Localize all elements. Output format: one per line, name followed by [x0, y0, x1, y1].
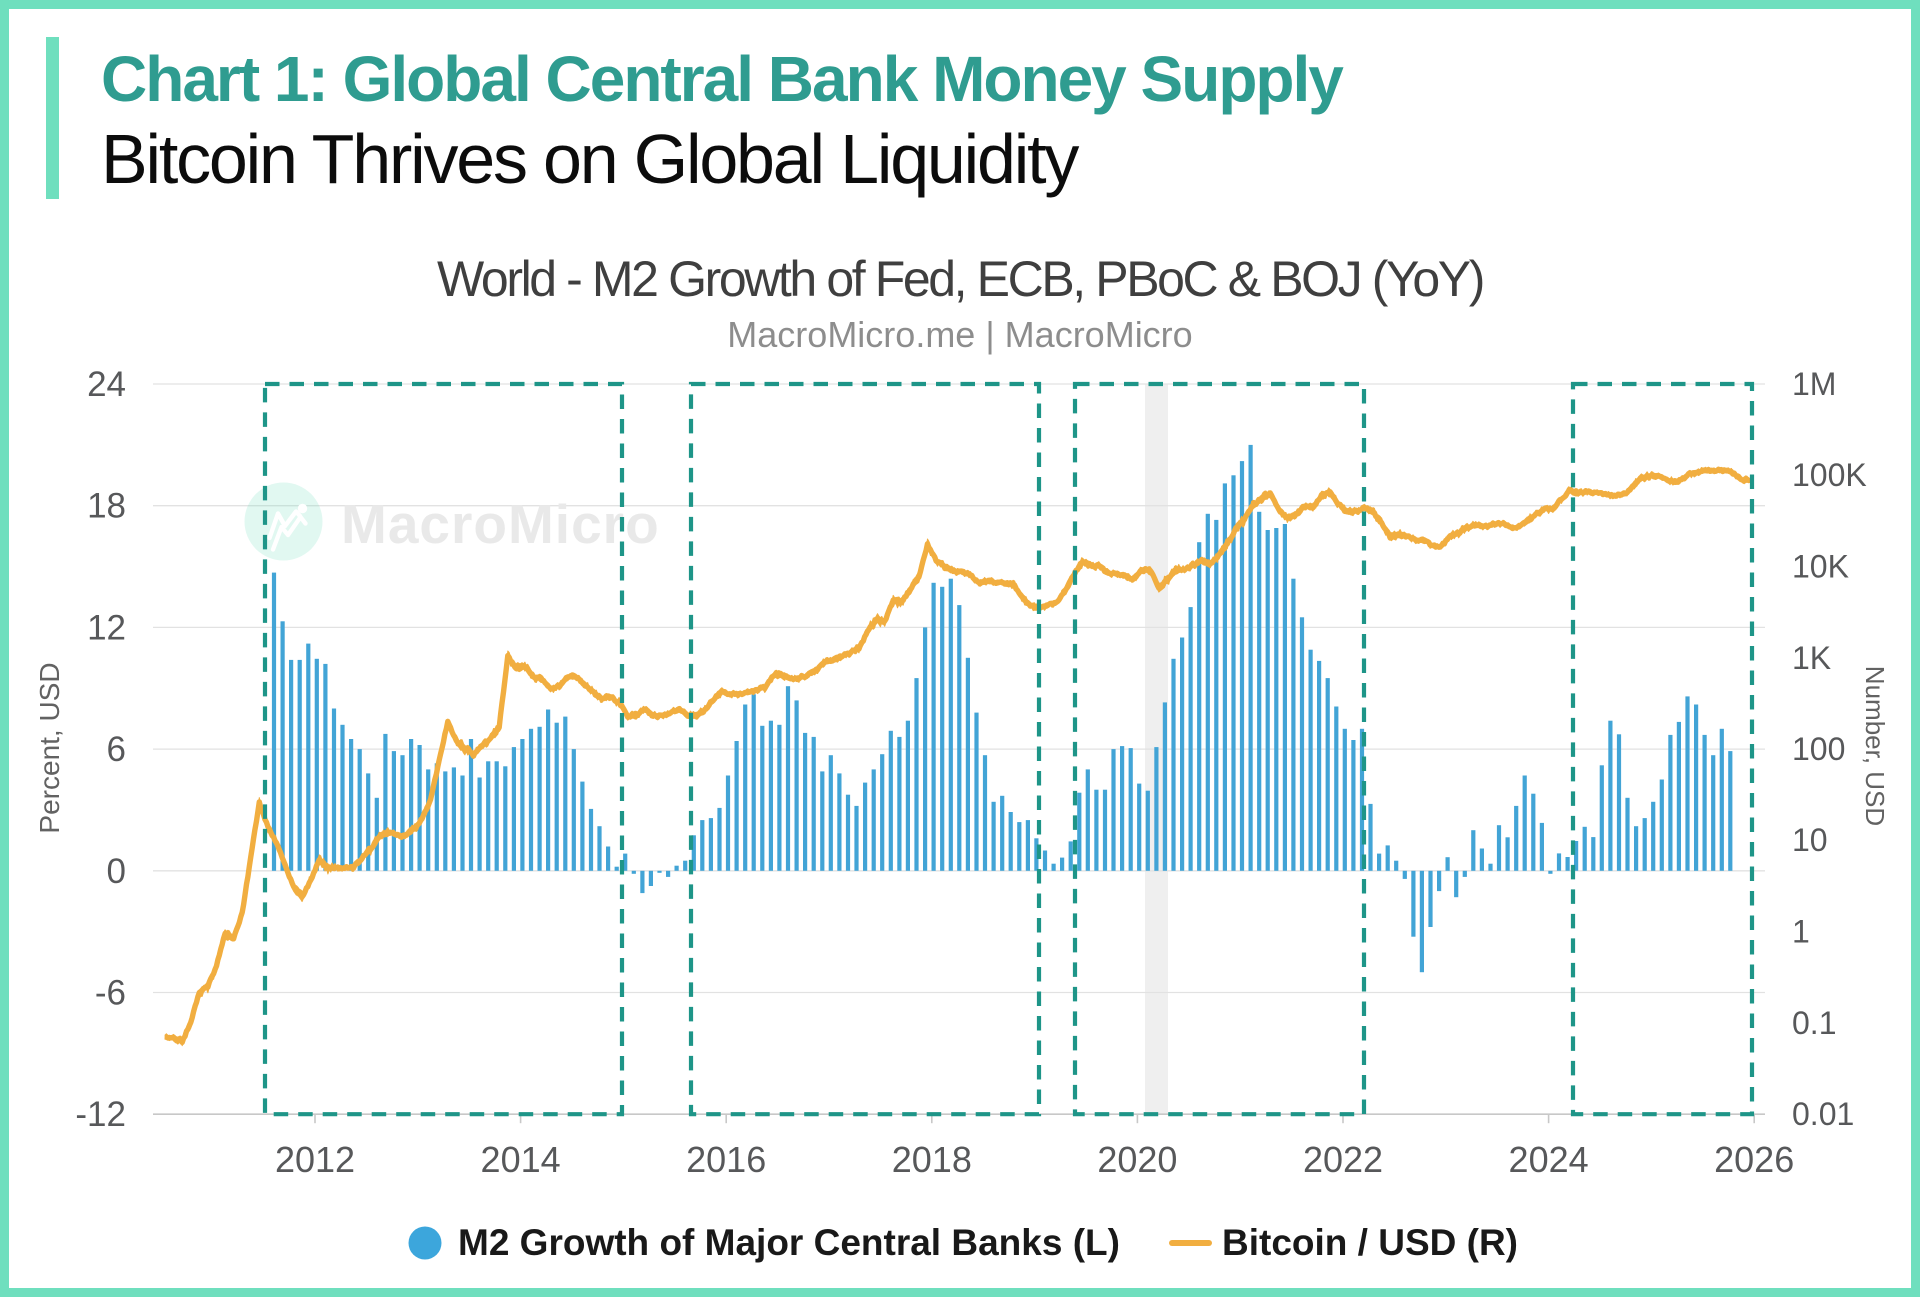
svg-text:18: 18 [87, 487, 126, 526]
svg-text:2020: 2020 [1097, 1139, 1177, 1180]
svg-text:10K: 10K [1792, 549, 1849, 585]
svg-text:6: 6 [107, 730, 126, 769]
svg-text:-6: -6 [95, 974, 126, 1013]
svg-text:0: 0 [107, 852, 126, 891]
svg-text:100K: 100K [1792, 457, 1867, 493]
svg-text:2018: 2018 [892, 1139, 972, 1180]
svg-text:Percent, USD: Percent, USD [34, 662, 65, 833]
svg-text:1: 1 [1792, 914, 1810, 950]
svg-text:World - M2 Growth of Fed, ECB,: World - M2 Growth of Fed, ECB, PBoC & BO… [437, 251, 1483, 307]
svg-text:12: 12 [87, 608, 126, 647]
svg-text:0.01: 0.01 [1792, 1096, 1854, 1132]
svg-text:0.1: 0.1 [1792, 1005, 1836, 1041]
svg-text:1M: 1M [1792, 366, 1836, 402]
svg-text:Bitcoin / USD (R): Bitcoin / USD (R) [1222, 1222, 1518, 1263]
svg-text:2026: 2026 [1714, 1139, 1794, 1180]
svg-text:-12: -12 [75, 1095, 126, 1134]
svg-text:100: 100 [1792, 731, 1845, 767]
svg-text:24: 24 [87, 365, 126, 404]
svg-text:Number, USD: Number, USD [1860, 666, 1890, 826]
svg-text:2024: 2024 [1509, 1139, 1589, 1180]
svg-text:M2 Growth of Major Central Ban: M2 Growth of Major Central Banks (L) [458, 1222, 1120, 1263]
svg-text:MacroMicro.me | MacroMicro: MacroMicro.me | MacroMicro [727, 314, 1192, 355]
svg-text:10: 10 [1792, 822, 1828, 858]
svg-text:MacroMicro: MacroMicro [341, 493, 660, 555]
svg-text:2016: 2016 [686, 1139, 766, 1180]
svg-text:2014: 2014 [481, 1139, 561, 1180]
svg-text:Bitcoin Thrives on Global Liqu: Bitcoin Thrives on Global Liquidity [101, 120, 1079, 198]
svg-text:1K: 1K [1792, 640, 1831, 676]
svg-text:2022: 2022 [1303, 1139, 1383, 1180]
svg-text:2012: 2012 [275, 1139, 355, 1180]
svg-text:Chart 1: Global Central Bank M: Chart 1: Global Central Bank Money Suppl… [101, 43, 1344, 115]
